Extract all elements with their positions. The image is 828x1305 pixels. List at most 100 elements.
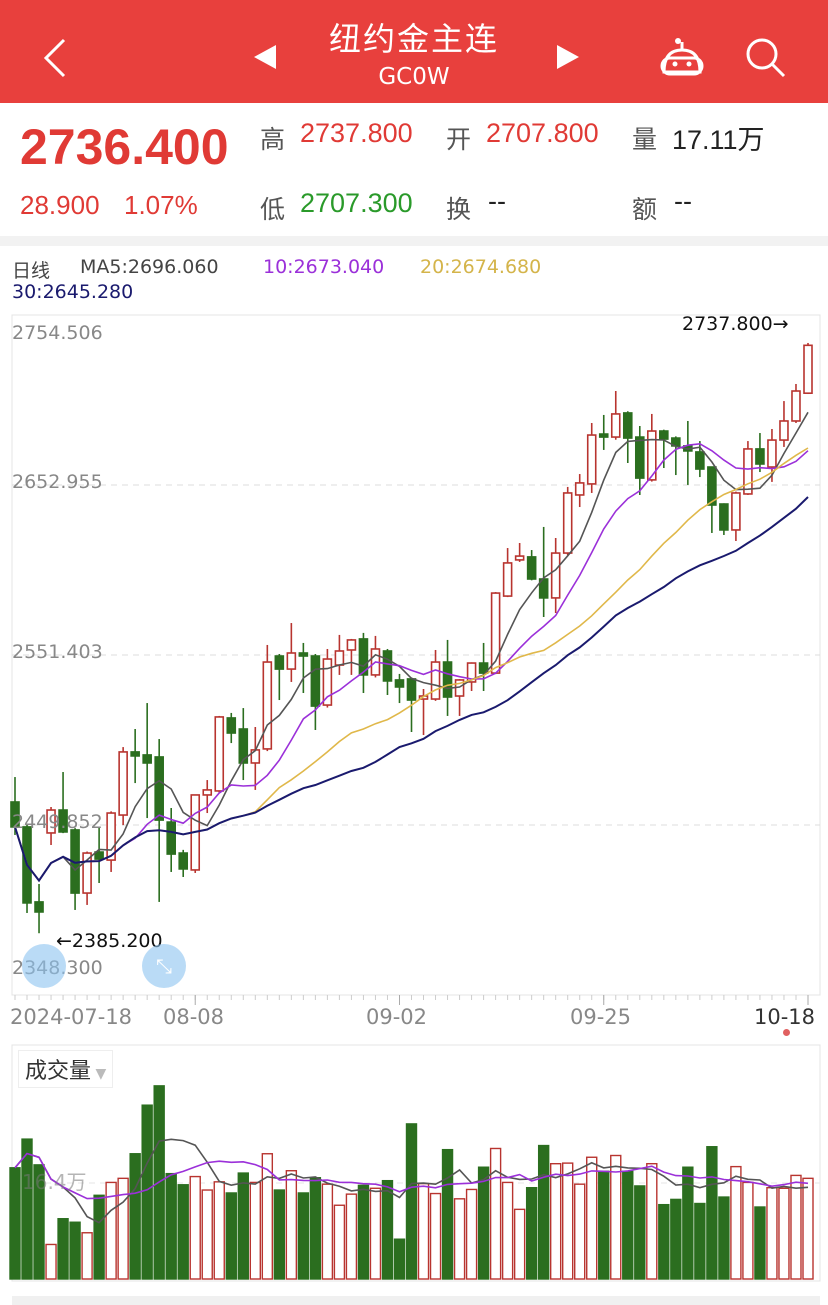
period-label[interactable]: 日线 xyxy=(12,260,51,282)
next-triangle-icon[interactable] xyxy=(557,45,579,69)
volume-bar-up xyxy=(513,1208,526,1280)
fullscreen-icon[interactable]: ⤡ xyxy=(142,944,186,988)
turnover-label: 换 xyxy=(446,195,472,224)
volume-bar-up xyxy=(345,1193,358,1280)
ma10-line xyxy=(14,442,809,882)
candle-up xyxy=(550,552,561,599)
volume-bar-up xyxy=(321,1183,334,1280)
candle-up xyxy=(514,555,525,561)
candle-down xyxy=(707,466,717,506)
volume-level-label: 16.4万 xyxy=(22,1170,87,1194)
volume-bar-down xyxy=(694,1202,706,1280)
divider xyxy=(0,236,828,246)
volume-bar-up xyxy=(549,1162,562,1280)
volume-bar-up xyxy=(465,1188,478,1280)
back-chevron-icon[interactable] xyxy=(43,38,66,78)
ma20-line xyxy=(14,447,809,882)
candle-down xyxy=(238,728,249,764)
volume-bar-down xyxy=(357,1184,370,1280)
candle-down xyxy=(394,679,405,688)
x-tick-label: 09-02 xyxy=(366,1005,428,1029)
candle-down xyxy=(478,662,489,674)
y-tick-label: 2551.403 xyxy=(12,641,103,663)
candle-up xyxy=(334,650,345,666)
x-tick-label: 08-08 xyxy=(163,1005,225,1029)
volume-bar-down xyxy=(441,1148,454,1280)
ma10-legend: 10:2673.040 xyxy=(263,256,385,278)
candle-down xyxy=(226,717,237,734)
volume-bar-up xyxy=(213,1181,225,1280)
high-label: 高 xyxy=(260,125,286,154)
robot-icon[interactable] xyxy=(660,38,704,76)
min-price-annotation: ←2385.200 xyxy=(56,930,163,952)
candle-down xyxy=(695,451,705,470)
volume-bar-up xyxy=(429,1192,442,1280)
candle-down xyxy=(130,751,140,757)
candle-up xyxy=(262,661,273,750)
indicator-dropdown[interactable]: 成交量 ▼ xyxy=(18,1050,114,1088)
volume-bar-up xyxy=(189,1175,201,1280)
candle-down xyxy=(358,638,369,676)
volume-bar-down xyxy=(57,1218,69,1280)
volume-bar-up xyxy=(610,1154,622,1280)
volume-panel-frame xyxy=(11,1044,821,1282)
candle-down xyxy=(634,436,645,479)
volume-bar-down xyxy=(670,1198,682,1280)
volume-bar-down xyxy=(706,1146,718,1280)
volume-value: 17.11万 xyxy=(672,125,765,155)
candle-up xyxy=(430,661,441,700)
volume-bar-down xyxy=(622,1170,634,1280)
candle-up xyxy=(586,434,597,485)
amount-label: 额 xyxy=(632,195,658,224)
candle-down xyxy=(94,851,104,860)
volume-bar-down xyxy=(141,1104,153,1280)
candle-up xyxy=(803,344,813,394)
candle-down xyxy=(58,809,68,833)
low-value: 2707.300 xyxy=(300,188,413,218)
candle-down xyxy=(406,678,417,701)
volume-bar-up xyxy=(501,1181,514,1280)
y-tick-label: 2652.955 xyxy=(12,471,103,493)
volume-bar-down xyxy=(525,1186,538,1280)
candle-up xyxy=(743,448,753,495)
candle-up xyxy=(202,789,213,796)
volume-bar-up xyxy=(778,1187,790,1280)
volume-bar-up xyxy=(333,1204,346,1280)
candle-up xyxy=(791,390,801,422)
ma30-legend: 30:2645.280 xyxy=(12,281,134,303)
candle-down xyxy=(659,430,669,440)
volume-bar-down xyxy=(273,1189,286,1280)
candle-up xyxy=(214,716,225,792)
volume-bar-down xyxy=(297,1192,310,1280)
volume-bar-down xyxy=(237,1172,249,1280)
volume-bar-up xyxy=(489,1147,502,1280)
header-bar: 纽约金主连 GC0W xyxy=(0,0,828,103)
volume-bar-up xyxy=(766,1186,778,1280)
volume-ma5-line xyxy=(14,1138,809,1224)
volume-bar-down xyxy=(165,1172,177,1280)
volume-bar-up xyxy=(117,1177,129,1280)
candle-down xyxy=(166,821,176,855)
search-icon[interactable] xyxy=(746,38,786,78)
volume-bar-down xyxy=(393,1238,406,1280)
prev-triangle-icon[interactable] xyxy=(254,45,276,69)
expand-left-button[interactable] xyxy=(22,944,66,988)
instrument-title: 纽约金主连 xyxy=(328,20,499,58)
candle-down xyxy=(382,650,393,682)
ma30-line xyxy=(14,496,809,883)
volume-bar-up xyxy=(742,1181,754,1280)
high-value: 2737.800 xyxy=(300,118,413,148)
volume-bar-down xyxy=(93,1194,105,1280)
volume-bar-up xyxy=(261,1153,274,1280)
volume-bar-down xyxy=(598,1170,610,1280)
ma5-legend: MA5:2696.060 xyxy=(80,256,219,278)
price-change-pct: 1.07% xyxy=(124,190,198,220)
volume-bar-down xyxy=(33,1164,45,1280)
volume-bar-down xyxy=(69,1221,81,1280)
last-price: 2736.400 xyxy=(20,119,229,175)
volume-bar-up xyxy=(802,1177,814,1280)
x-tick-label: 10-18 xyxy=(754,1005,816,1029)
candle-up xyxy=(574,482,585,496)
candle-down xyxy=(755,448,765,465)
